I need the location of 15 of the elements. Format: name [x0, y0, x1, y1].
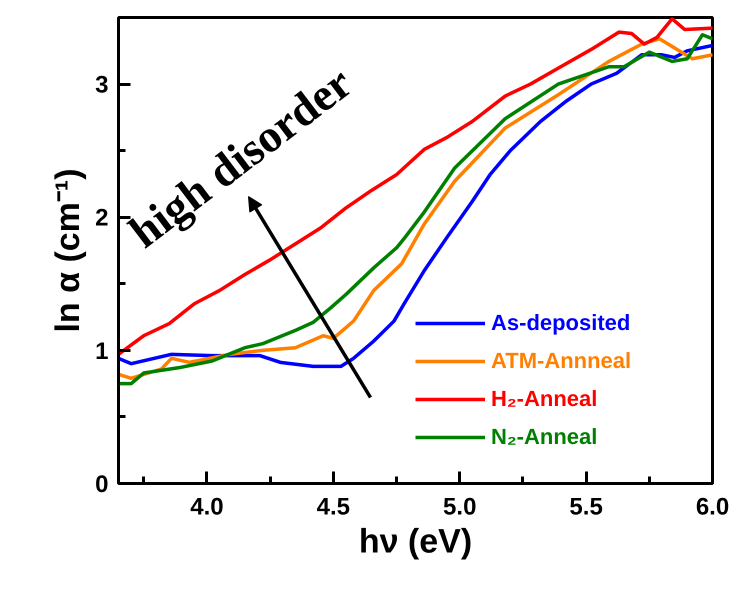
y-tick-label: 0 [95, 471, 109, 498]
x-tick-label: 4.0 [190, 494, 224, 520]
legend-label: As-deposited [491, 310, 630, 336]
x-tick-label: 5.5 [569, 494, 603, 520]
x-tick-label: 4.5 [316, 494, 350, 520]
y-axis-title: ln α (cm⁻¹) [49, 168, 88, 333]
x-axis-title: hν (eV) [358, 522, 472, 560]
legend-label: N₂-Anneal [491, 424, 598, 450]
x-tick-label: 5.0 [443, 494, 476, 520]
y-tick-label: 2 [95, 204, 109, 232]
y-tick-label: 1 [95, 338, 109, 365]
legend-label: H₂-Anneal [491, 386, 598, 412]
legend-label: ATM-Annneal [491, 348, 632, 374]
x-tick-label: 6.0 [696, 494, 729, 520]
y-tick-label: 3 [95, 72, 109, 99]
